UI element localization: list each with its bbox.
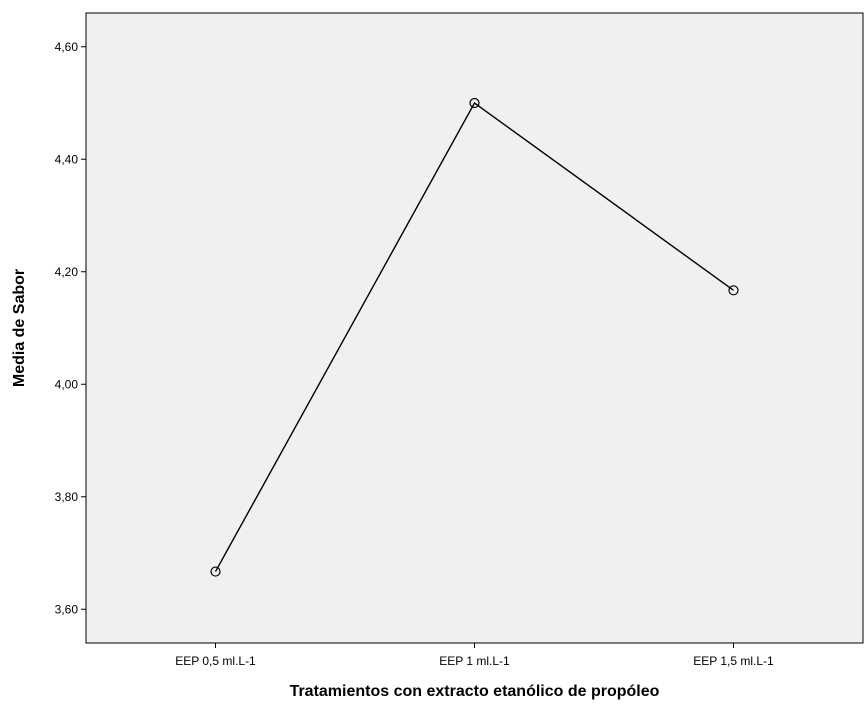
data-point [728, 285, 739, 296]
series-line [214, 101, 734, 572]
y-axis-title: Media de Sabor [11, 269, 28, 387]
y-tick-label: 4,20 [55, 265, 79, 279]
plot-area [85, 12, 864, 644]
y-tick-label: 3,60 [55, 602, 79, 616]
data-point [469, 97, 480, 109]
y-axis-ticks: 3,60 3,80 4,00 4,20 4,40 4,60 [55, 40, 86, 616]
x-axis-ticks: EEP 0,5 ml.L-1 EEP 1 ml.L-1 EEP 1,5 ml.L-1 [175, 643, 774, 668]
x-axis-title: Tratamientos con extracto etanólico de p… [290, 683, 660, 700]
data-point [210, 566, 221, 577]
y-tick-label: 4,60 [55, 40, 79, 54]
y-tick-label: 3,80 [55, 490, 79, 504]
x-tick-label: EEP 0,5 ml.L-1 [175, 654, 256, 668]
x-tick-label: EEP 1,5 ml.L-1 [693, 654, 774, 668]
series-layer [210, 97, 739, 577]
y-tick-label: 4,40 [55, 152, 79, 166]
x-tick-label: EEP 1 ml.L-1 [439, 654, 510, 668]
y-tick-label: 4,00 [55, 377, 79, 391]
